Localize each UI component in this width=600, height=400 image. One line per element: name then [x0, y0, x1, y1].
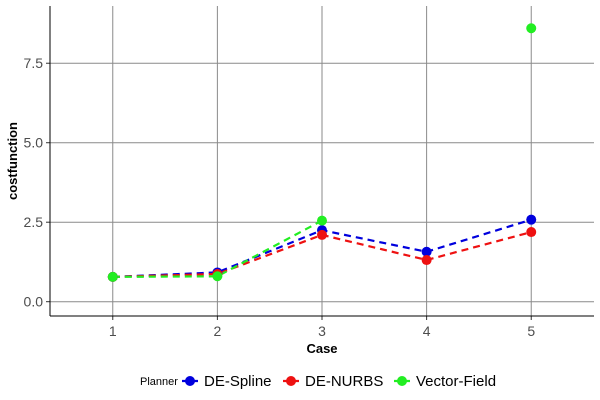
x-tick-label: 5 [527, 323, 535, 339]
x-tick-label: 4 [423, 323, 431, 339]
x-tick-label: 1 [109, 323, 117, 339]
legend-key-de-spline [185, 376, 195, 386]
axes [46, 6, 594, 320]
x-tick-label: 2 [213, 323, 221, 339]
legend-title: Planner [140, 376, 178, 388]
legend-label-de-nurbs: DE-NURBS [305, 373, 383, 390]
de-nurbs-point [421, 255, 432, 266]
vector-field-point [526, 23, 537, 34]
y-axis-title: costfunction [5, 122, 20, 200]
legend-key-de-nurbs [286, 376, 296, 386]
x-axis-title: Case [306, 341, 337, 356]
de-spline-point [526, 214, 537, 225]
y-tick-label: 7.5 [24, 55, 44, 71]
vector-field-point [212, 271, 223, 282]
labels: Case costfunction 1 2 3 4 5 0.0 2.5 5.0 7.5 [5, 55, 535, 356]
legend-label-vector-field: Vector-Field [416, 373, 496, 390]
series [107, 23, 537, 282]
y-tick-label: 5.0 [24, 135, 44, 151]
legend-key-vector-field [397, 376, 407, 386]
vector-field-point [107, 271, 118, 282]
grid [50, 6, 594, 316]
y-tick-label: 2.5 [24, 214, 44, 230]
de-nurbs-point [317, 229, 327, 240]
y-tick-label: 0.0 [24, 294, 44, 310]
de-nurbs-point [526, 227, 537, 238]
de-spline-point [421, 246, 432, 257]
legend: Planner DE-Spline DE-NURBS Vector-Field [140, 373, 496, 390]
vector-field-line [112, 219, 323, 278]
legend-label-de-spline: DE-Spline [204, 373, 272, 390]
x-tick-label: 3 [318, 323, 326, 339]
vector-field-point [317, 215, 327, 226]
